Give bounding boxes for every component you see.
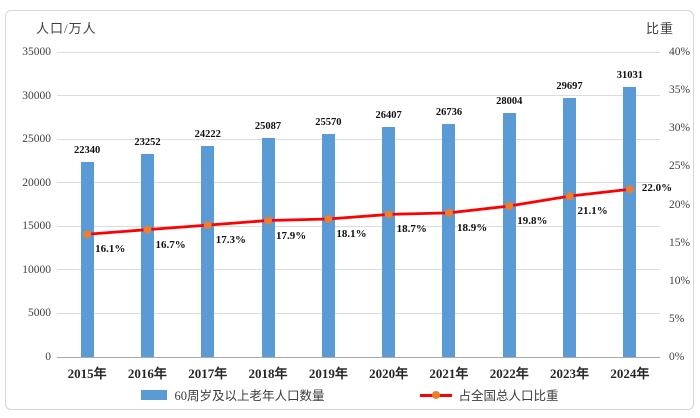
y-axis-left-tick-label: 0 [45,351,51,363]
gridline [57,312,660,314]
plot-area: 35000 30000 25000 20000 15000 10000 5000 0 40% 35… [22,46,690,381]
y-axis-left-tick-label: 15000 [22,220,51,233]
line-marker [83,230,92,239]
bar-value-label: 26736 [435,107,463,118]
line-value-label: 19.8% [517,215,548,228]
y-axis-right-tick-label: 0% [669,351,685,363]
line-value-label: 21.1% [577,205,608,218]
x-axis-tick-label: 2021年 [429,366,469,381]
bar [140,154,154,357]
bar [80,162,94,357]
bar-value-label: 25087 [254,121,282,133]
right-axis-title: 比重 [645,21,674,36]
y-axis-right-tick-label: 5% [669,312,685,325]
bar-value-label: 28004 [496,95,523,107]
y-axis-right-tick-label: 35% [669,84,691,97]
line-marker [384,210,393,219]
y-axis-right-tick-label: 40% [669,46,691,58]
y-axis-left-tick-label: 10000 [22,263,51,276]
line-value-label: 18.1% [336,227,367,240]
x-axis-tick-label: 2023年 [550,366,590,381]
x-axis-tick-label: 2015年 [67,366,107,381]
left-axis-title: 人口/万人 [36,21,97,36]
y-axis-left-tick-label: 30000 [22,89,51,102]
gridline [57,95,660,97]
line-value-label: 18.7% [396,223,427,236]
line-value-label: 22.0% [641,182,673,195]
line-marker [625,185,634,194]
bar-value-label: 23252 [134,137,161,149]
legend-label-bar-series: 60周岁及以上老年人口数量 [174,389,325,403]
line-marker [505,202,514,211]
line-marker [565,192,574,201]
x-axis-tick-label: 2024年 [610,366,650,381]
x-axis-tick-label: 2018年 [248,366,288,381]
y-axis-left-tick-label: 5000 [28,307,51,320]
y-axis-left-tick-label: 25000 [22,133,51,146]
y-axis-right-tick-label: 15% [669,236,691,249]
line-marker [444,208,453,217]
legend-label-line-series: 占全国总人口比重 [458,389,559,403]
bar [382,126,396,357]
chart-frame [5,10,694,410]
line-value-label: 17.3% [215,234,246,247]
bar-value-label: 31031 [616,69,643,81]
bar-value-label: 29697 [556,81,583,93]
y-axis-left-tick-label: 20000 [22,176,51,189]
y-axis-right-tick-label: 20% [669,198,691,211]
bar [261,138,275,357]
x-axis-tick-label: 2022年 [489,366,529,381]
line-value-label: 16.7% [155,238,186,251]
line-series-layer [83,185,634,239]
line-series-swatch [419,390,452,400]
gridline [57,269,660,271]
gridline [57,51,660,53]
line-marker [203,221,212,230]
gridline [57,225,660,227]
line-value-label: 18.9% [456,221,488,234]
bar [563,98,577,357]
bar-value-label: 24222 [194,128,221,140]
bar-series-swatch [141,389,168,400]
legend: 60周岁及以上老年人口数量 占全国总人口比重 [0,385,700,404]
line-marker [143,225,152,234]
line-value-label: 16.1% [95,243,126,256]
gridline [57,182,660,184]
line-value-label: 17.9% [276,229,307,242]
y-axis-right-tick-label: 10% [669,274,691,287]
bar-value-label: 25570 [315,117,342,129]
bar-value-label: 22340 [74,145,101,157]
line-series-path [87,187,631,236]
line-marker [264,216,273,225]
line-marker [324,214,333,223]
bar [502,112,516,357]
gridline [57,356,660,358]
bar [201,145,215,357]
bar [442,124,456,357]
x-axis-tick-label: 2017年 [188,366,228,381]
legend-item-bar-series: 60周岁及以上老年人口数量 [141,385,325,404]
legend-item-line-series: 占全国总人口比重 [419,385,559,404]
bar-value-label: 26407 [375,109,402,121]
gridline [57,138,660,140]
y-axis-right-tick-label: 30% [669,122,691,135]
y-axis-right-tick-label: 25% [669,160,691,173]
x-axis-tick-label: 2016年 [127,366,167,381]
x-axis-tick-label: 2020年 [369,366,409,381]
y-axis-left-tick-label: 35000 [22,46,51,58]
line-swatch-marker-dot [431,390,440,399]
x-axis-tick-label: 2019年 [308,366,348,381]
bar [623,86,637,357]
bar [321,134,335,357]
